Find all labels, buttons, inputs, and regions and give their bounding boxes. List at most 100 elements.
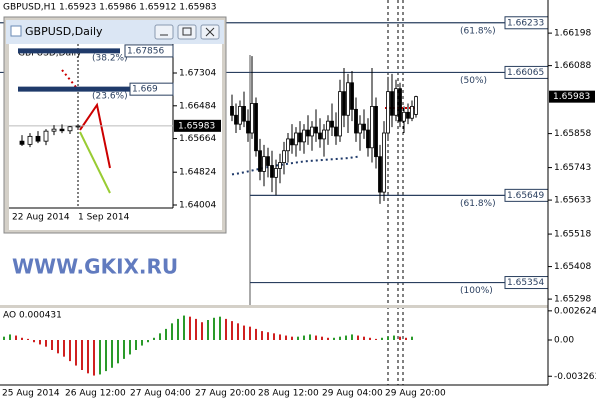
y-tick-label: -0.003263 — [554, 372, 596, 382]
main-chart: WWW.GKIX.RU (61.8%) 1.66233 (50%) 1.66065 (61… — [0, 0, 549, 385]
y-tick-label: 0.002624 — [554, 306, 596, 316]
candle-body — [382, 132, 386, 193]
candle-body — [390, 91, 394, 116]
candle-body — [286, 138, 290, 152]
projection — [79, 102, 111, 169]
candle-body — [342, 91, 346, 116]
minimize-button[interactable] — [154, 24, 174, 40]
fib-name: (100%) — [460, 286, 493, 296]
candle-body — [294, 132, 298, 146]
fib-price: 1.66065 — [507, 68, 544, 78]
inset-title: GBPUSD,Daily — [18, 49, 82, 59]
candle-body — [278, 162, 282, 169]
candle-body — [326, 120, 330, 131]
candle-body — [414, 96, 418, 115]
candle-body — [270, 165, 274, 178]
maximize-button[interactable] — [177, 24, 197, 40]
x-tick-label: 29 Aug 04:00 — [322, 389, 383, 399]
candle-body — [410, 106, 414, 119]
icon — [205, 27, 215, 37]
candle-body — [250, 103, 254, 134]
candle-body — [262, 156, 266, 172]
candle-body — [334, 126, 338, 137]
candle-body — [59, 128, 65, 132]
candle-body — [354, 108, 358, 134]
y-tick-label: 1.65298 — [554, 295, 591, 305]
candle-body — [346, 82, 350, 116]
fib-price: 1.67856 — [127, 46, 164, 56]
window-icon — [10, 25, 22, 37]
fib-price-box — [129, 82, 174, 96]
candle-body — [374, 106, 378, 158]
ao-title: AO 0.000431 — [3, 311, 62, 321]
candle-body — [290, 138, 294, 146]
candle-body — [310, 126, 314, 137]
candle-body — [246, 120, 250, 134]
y-tick-label: 1.65633 — [554, 196, 591, 206]
candle-body — [370, 106, 374, 149]
candle-body — [19, 140, 25, 145]
x-tick-label: 27 Aug 20:00 — [195, 389, 256, 399]
x-tick-label: 28 Aug 12:00 — [258, 389, 319, 399]
candle-body — [362, 123, 366, 131]
candle-body — [75, 125, 81, 128]
fib-name: (61.8%) — [460, 199, 496, 209]
candle-body — [274, 168, 278, 178]
inset-window: GBPUSD,Daily GBPUSD,Daily (38.2%)1.67856 (… — [3, 16, 227, 234]
y-tick-label: 1.64824 — [179, 168, 216, 178]
candle-body — [378, 156, 382, 193]
candle-body — [254, 103, 258, 152]
y-tick-label: 1.65664 — [179, 134, 216, 144]
candle-body — [242, 106, 246, 122]
x-tick-label: 27 Aug 04:00 — [130, 389, 191, 399]
candle-body — [366, 129, 370, 149]
x-tick-label: 26 Aug 12:00 — [65, 389, 126, 399]
x-tick-label: 29 Aug 20:00 — [385, 389, 446, 399]
icon — [182, 27, 192, 36]
y-tick-label: 1.65743 — [554, 163, 591, 173]
candle-body — [51, 128, 57, 132]
candle-body — [350, 82, 354, 110]
fib-price: 1.669 — [132, 85, 158, 95]
fib-name: (50%) — [460, 76, 487, 86]
ao-panel: AO 0.000431 — [3, 311, 413, 376]
projection — [79, 131, 111, 194]
x-tick-label: 1 Sep 2014 — [78, 213, 130, 223]
fib-name: (38.2%) — [92, 53, 128, 63]
x-tick-label: 22 Aug 2014 — [12, 213, 70, 223]
candle-body — [43, 130, 49, 142]
candle-body — [402, 111, 406, 122]
y-tick-label: 1.64004 — [179, 201, 216, 211]
candle-body — [302, 129, 306, 143]
candle-body — [230, 106, 234, 116]
fib-name: (61.8%) — [460, 26, 496, 36]
y-tick-label: 1.67304 — [179, 69, 216, 79]
candle-body — [27, 135, 33, 145]
candle-body — [298, 132, 302, 143]
candle-body — [322, 129, 326, 140]
y-tick-label: 1.65518 — [554, 230, 591, 240]
x-tick-label: 25 Aug 2014 — [2, 389, 60, 399]
fib-price: 1.65354 — [507, 278, 544, 288]
moving-average — [231, 155, 361, 176]
candle-body — [330, 120, 334, 128]
last-price-box — [174, 119, 221, 132]
y-tick-label: 1.66484 — [179, 101, 216, 111]
window-title: GBPUSD,Daily — [25, 25, 103, 38]
candle-body — [306, 129, 310, 137]
watermark: WWW.GKIX.RU — [12, 255, 178, 279]
candle-body — [282, 150, 286, 163]
candle-body — [338, 91, 342, 137]
y-tick-label: 1.66198 — [554, 29, 591, 39]
y-tick-label: 1.65858 — [554, 129, 591, 139]
candle-body — [386, 91, 390, 134]
candle-body — [266, 156, 270, 166]
candle-body — [358, 123, 362, 134]
fib-price-box — [124, 44, 174, 58]
fib-price: 1.66233 — [507, 18, 544, 28]
panel-divider — [0, 305, 548, 308]
fib-name: (23.6%) — [92, 92, 128, 102]
candle-body — [234, 114, 238, 125]
candle-body — [398, 88, 402, 122]
